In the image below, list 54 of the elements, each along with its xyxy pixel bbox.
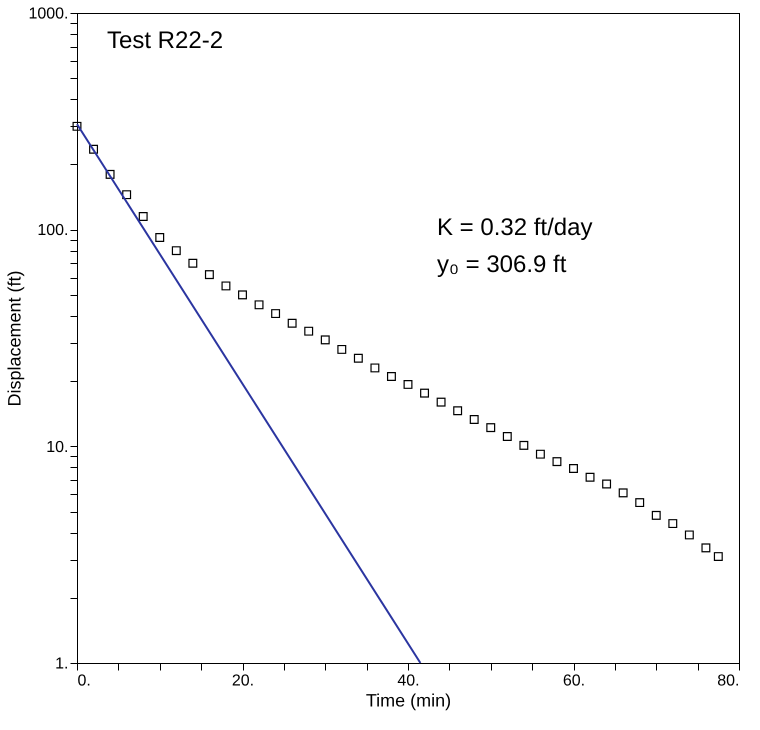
point [320,335,330,344]
y-axis-title: Displacement (ft) [4,270,24,407]
point [714,552,723,562]
point [72,122,82,131]
point [386,372,396,381]
annotation: y₀ = 306.9 ft [437,251,567,278]
x-tick-label: 20. [232,672,254,690]
point [684,530,694,540]
annotation: Test R22-2 [107,27,224,54]
x-tick-label: 40. [397,672,420,690]
point [453,406,462,416]
x-tick-label: 0. [78,672,91,690]
point [89,144,98,154]
y-tick-label: 1000. [28,6,68,22]
point [288,318,297,328]
point [536,450,545,459]
point [188,258,198,268]
point [254,300,264,310]
point [701,543,710,552]
point [569,464,578,473]
point [155,233,164,242]
point [204,270,214,280]
point [618,488,628,498]
point [172,246,181,256]
point [652,510,661,520]
point [668,519,678,528]
point [436,398,446,407]
point [354,354,363,363]
point [635,498,644,508]
point [370,363,380,372]
point [238,290,247,300]
point [337,344,346,354]
point [470,415,479,424]
point [502,432,512,441]
annotation: K = 0.32 ft/day [437,214,592,241]
point [519,440,528,450]
x-tick-label: 80. [717,672,740,690]
point [221,281,230,290]
point [552,457,562,466]
x-tick-label: 60. [562,672,586,690]
point [602,480,612,488]
x-axis-title: Time (min) [366,690,452,710]
point [106,170,115,179]
point [271,309,280,318]
point [420,388,430,398]
point [122,190,132,200]
point [404,380,412,389]
y-tick-label: 10. [46,438,68,456]
y-tick-label: 1. [55,656,68,672]
y-tick-label: 100. [37,222,68,240]
point [586,472,595,482]
point [304,326,314,336]
point [138,212,148,221]
point [486,423,496,432]
